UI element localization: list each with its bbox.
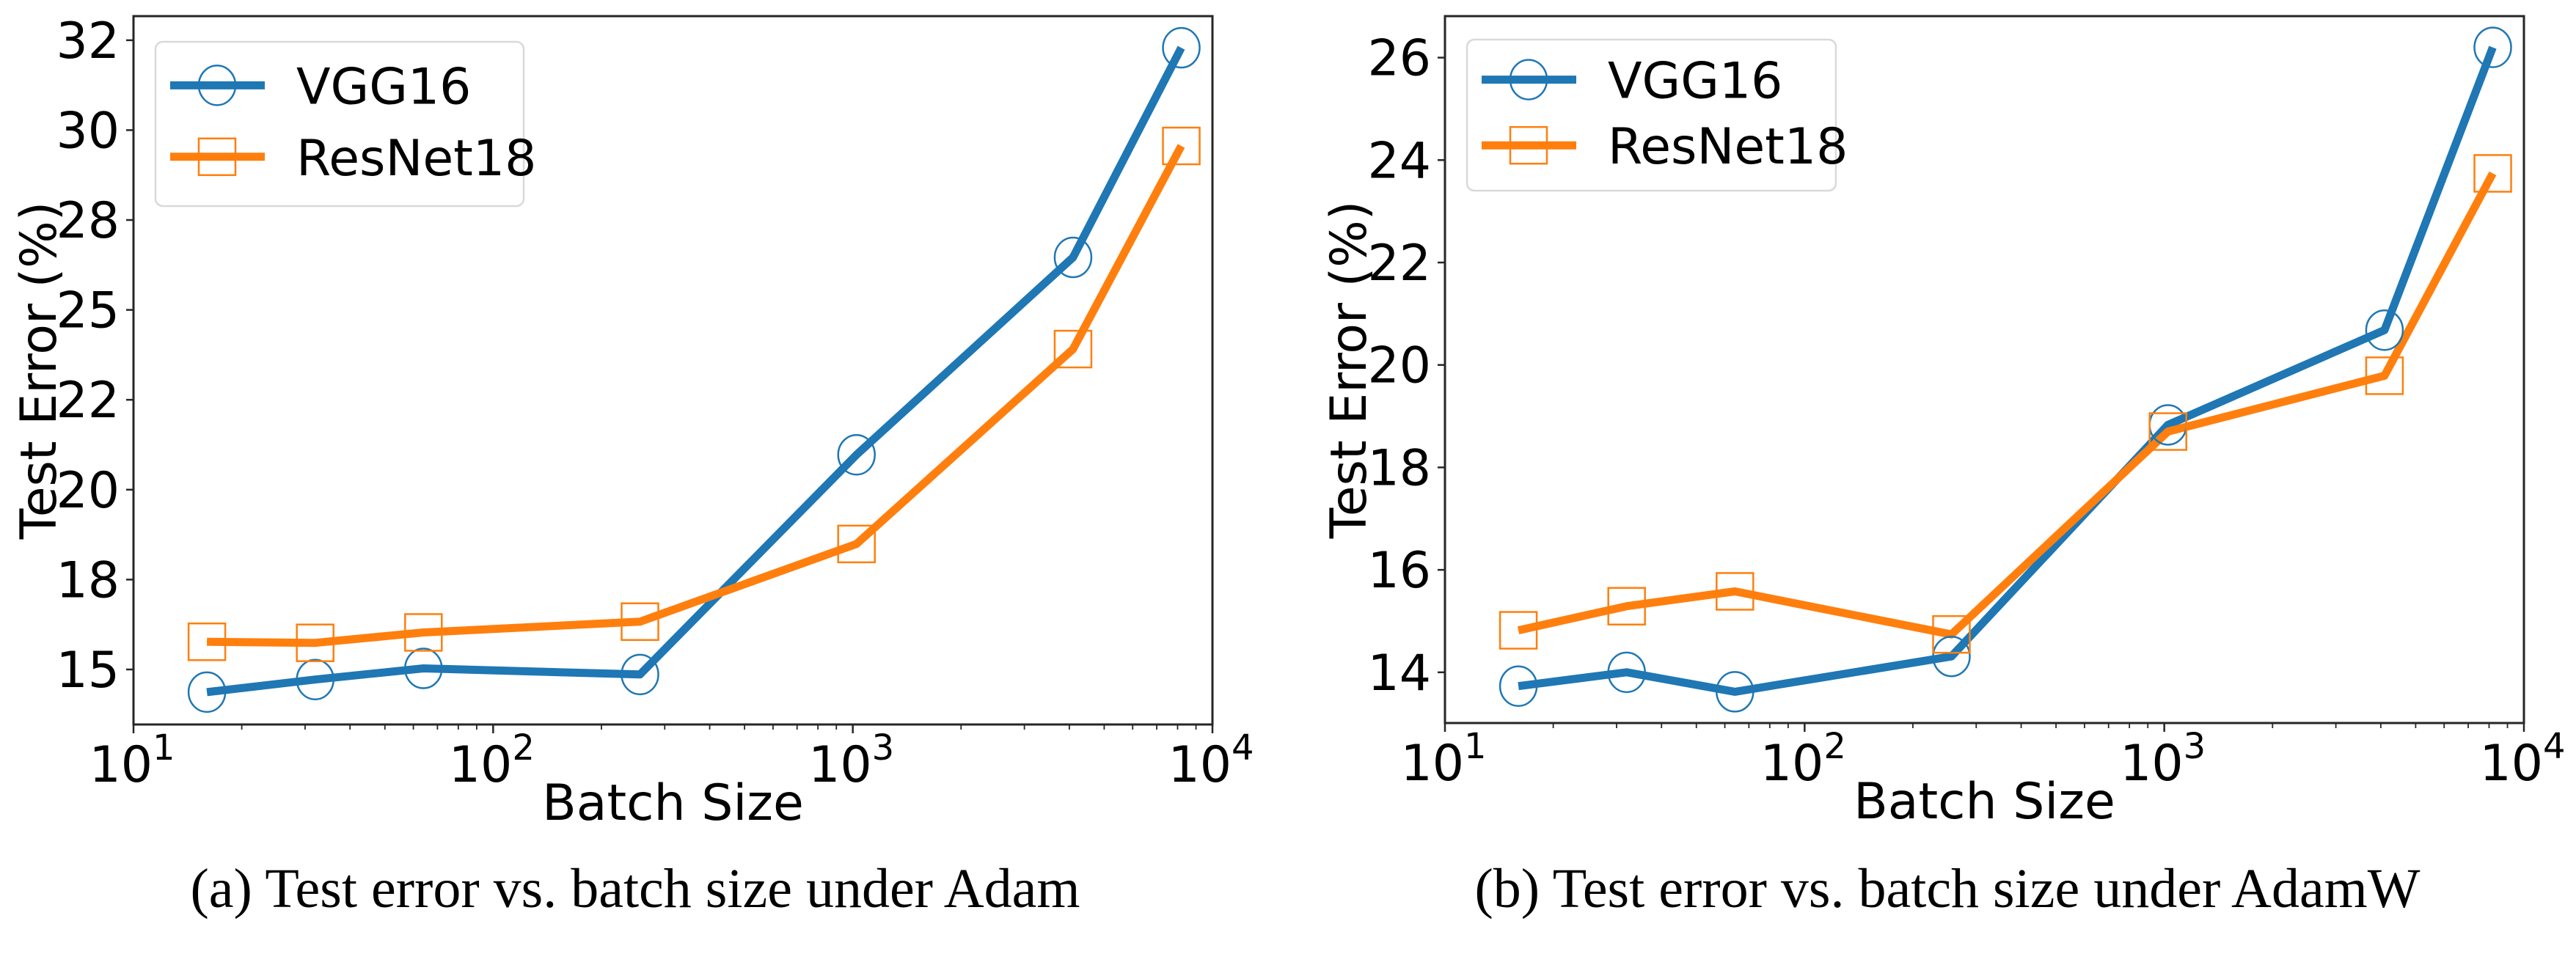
series-line-resnet18 [1517,171,2497,639]
x-tick-exponent: 2 [512,727,535,768]
data-point-vgg16-256 [1932,635,1971,678]
data-point-resnet18-32 [1607,587,1646,625]
y-tick-label: 24 [1367,132,1431,190]
x-tick-base: 10 [2120,735,2184,793]
x-tick-exponent: 4 [1232,727,1254,768]
x-tick-label: 104 [2479,726,2565,793]
x-tick-label: 104 [1168,727,1254,794]
x-tick-base: 10 [1760,735,1824,793]
x-tick-label: 102 [1760,726,1846,793]
data-point-resnet18-64 [1716,572,1754,611]
data-point-vgg16-64 [1716,671,1754,713]
data-point-vgg16-4096 [1053,236,1093,279]
y-tick-label: 20 [56,462,120,520]
data-point-resnet18-256 [1932,614,1971,654]
x-axis-label: Batch Size [1854,773,2115,831]
y-axis-label: Test Error (%) [1320,201,1378,540]
x-tick-base: 10 [1400,735,1464,793]
x-tick-base: 10 [89,736,153,794]
y-tick-label: 16 [1367,542,1431,600]
y-tick-label: 30 [56,102,120,160]
legend-item-vgg16: VGG16 [1482,53,1782,111]
legend: VGG16 ResNet18 [1466,38,1848,192]
x-tick-label: 101 [89,727,175,794]
legend-label: ResNet18 [1608,118,1848,176]
y-tick-label: 18 [1367,439,1431,497]
x-tick-label: 102 [449,727,535,794]
x-tick-exponent: 4 [2543,726,2566,767]
axes-frame [1443,15,2525,724]
legend-label: ResNet18 [296,130,536,188]
series-line-vgg16 [1518,45,2497,696]
x-tick-exponent: 3 [2184,726,2206,767]
data-point-vgg16-32 [1607,651,1646,694]
plot-area [187,26,1201,713]
y-tick-label: 28 [56,192,120,250]
y-tick-label: 18 [56,551,120,609]
y-tick-label: 20 [1367,337,1431,395]
data-point-resnet18-16 [1499,611,1538,650]
y-tick-label: 25 [56,282,120,340]
plot-area [1499,26,2512,713]
x-tick-label: 103 [2120,726,2206,793]
data-point-vgg16-8192 [2473,26,2512,68]
x-tick-base: 10 [1168,736,1232,794]
data-point-resnet18-64 [404,613,443,652]
data-point-resnet18-32 [296,623,334,662]
data-point-resnet18-1024 [2148,412,2187,451]
x-tick-base: 10 [808,736,872,794]
data-point-vgg16-16 [187,671,227,713]
y-tick-label: 32 [56,12,120,70]
y-tick-label: 14 [1367,645,1431,702]
legend-item-vgg16: VGG16 [170,58,471,116]
x-tick-exponent: 2 [1823,726,1846,767]
data-point-vgg16-1024 [837,433,876,476]
legend-item-resnet18: ResNet18 [170,130,536,188]
data-point-resnet18-256 [621,602,659,642]
legend-label: VGG16 [1608,53,1782,111]
data-point-resnet18-4096 [2365,356,2404,395]
legend: VGG16 ResNet18 [154,40,536,208]
legend-label: VGG16 [296,58,471,116]
legend-square-marker-icon [1509,125,1548,165]
x-tick-exponent: 3 [872,727,895,768]
series-line-resnet18 [207,144,1185,647]
caption-adam: (a) Test error vs. batch size under Adam [190,858,1080,920]
data-point-resnet18-8192 [2473,154,2512,193]
legend-circle-marker-icon [1509,59,1548,100]
data-point-resnet18-16 [187,622,227,661]
data-point-vgg16-64 [404,647,443,689]
caption-adamw: (b) Test error vs. batch size under Adam… [1474,858,2420,920]
data-point-resnet18-4096 [1053,329,1093,369]
x-tick-exponent: 1 [1464,726,1487,767]
x-tick-base: 10 [449,736,513,794]
data-point-vgg16-4096 [2365,309,2404,351]
data-point-resnet18-1024 [837,524,876,564]
y-axis-label: Test Error (%) [10,202,68,540]
data-point-resnet18-8192 [1162,126,1201,166]
legend-square-marker-icon [197,137,237,177]
y-tick-label: 26 [1367,30,1431,88]
x-tick-base: 10 [2479,735,2543,793]
legend-circle-marker-icon [197,65,237,106]
data-point-vgg16-16 [1499,665,1538,707]
y-tick-label: 15 [56,642,120,700]
data-point-vgg16-32 [296,658,334,700]
legend-item-resnet18: ResNet18 [1482,118,1848,176]
axes-frame [132,15,1214,726]
x-tick-label: 101 [1400,726,1486,793]
x-tick-exponent: 1 [153,727,175,768]
data-point-vgg16-8192 [1162,26,1201,69]
x-tick-label: 103 [808,727,894,794]
series-line-vgg16 [206,45,1185,697]
x-axis-label: Batch Size [542,774,804,832]
y-tick-label: 22 [1367,235,1431,293]
data-point-vgg16-256 [621,653,659,696]
y-tick-label: 22 [56,372,120,430]
